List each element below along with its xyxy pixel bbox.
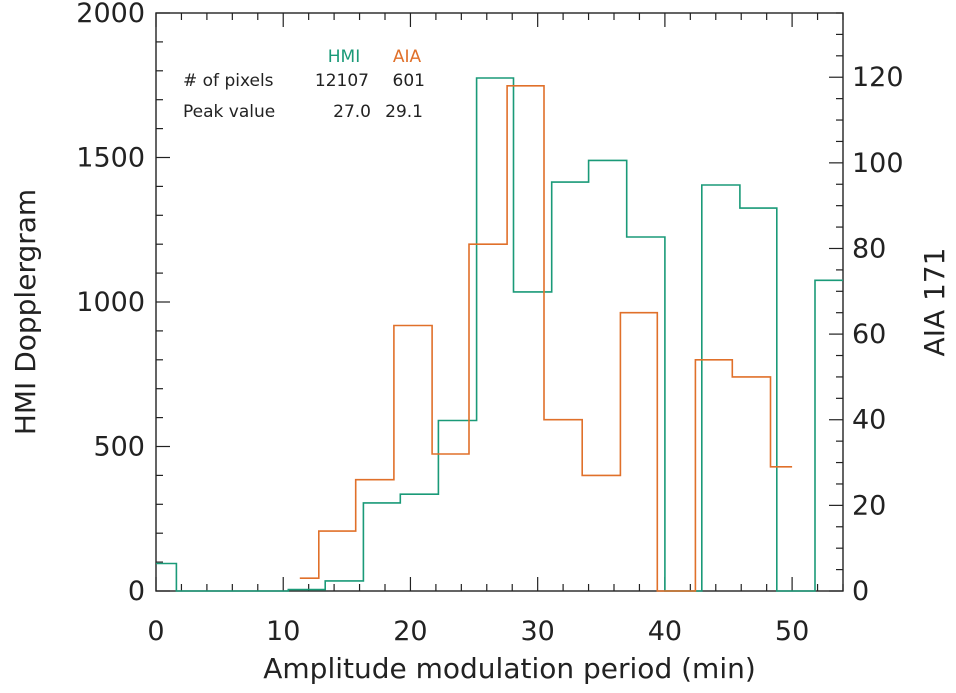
legend-row-pixels-label: # of pixels — [183, 71, 274, 91]
tick-marks — [155, 12, 844, 592]
tick-labels: 0 10 20 30 40 5005001000150020000204060801001… — [76, 0, 903, 647]
y-tick-label-right: 120 — [852, 62, 904, 93]
legend-row-pixels-hmi: 12107 — [315, 71, 369, 91]
legend: HMI AIA # of pixels 12107 601 Peak value… — [183, 47, 425, 122]
legend-header-aia: AIA — [393, 47, 422, 67]
x-tick-label: 50 — [775, 616, 809, 647]
y-tick-label-right: 80 — [852, 233, 886, 264]
x-axis-title: Amplitude modulation period (min) — [263, 652, 756, 685]
y-tick-label-right: 60 — [852, 319, 886, 350]
y-tick-label-left: 1500 — [76, 143, 145, 174]
y-tick-label-left: 500 — [93, 432, 145, 463]
y-tick-label-right: 100 — [852, 148, 904, 179]
y-tick-label-right: 40 — [852, 405, 886, 436]
y-axis-title-left: HMI Dopplergram — [9, 189, 42, 435]
series-hmi-step-line — [156, 77, 843, 592]
x-tick-label: 40 — [648, 616, 682, 647]
y-tick-label-left: 0 — [128, 576, 145, 607]
x-tick-label: 20 — [393, 616, 427, 647]
y-tick-label-left: 2000 — [76, 0, 145, 29]
series-lines — [156, 77, 843, 592]
series-aia-step-line — [299, 85, 793, 592]
y-tick-label-left: 1000 — [76, 287, 145, 318]
plot-border — [155, 12, 844, 592]
plot-frame — [155, 12, 844, 592]
legend-row-peak-aia: 29.1 — [385, 102, 423, 122]
legend-row-pixels-aia: 601 — [393, 71, 425, 91]
y-tick-label-right: 0 — [852, 576, 869, 607]
x-tick-label: 30 — [520, 616, 554, 647]
y-tick-label-right: 20 — [852, 490, 886, 521]
legend-row-peak-hmi: 27.0 — [333, 102, 371, 122]
legend-header-hmi: HMI — [328, 47, 360, 67]
legend-row-peak-label: Peak value — [183, 102, 275, 122]
x-tick-label: 0 — [147, 616, 164, 647]
y-axis-title-right: AIA 171 — [918, 248, 951, 357]
x-tick-label: 10 — [266, 616, 300, 647]
